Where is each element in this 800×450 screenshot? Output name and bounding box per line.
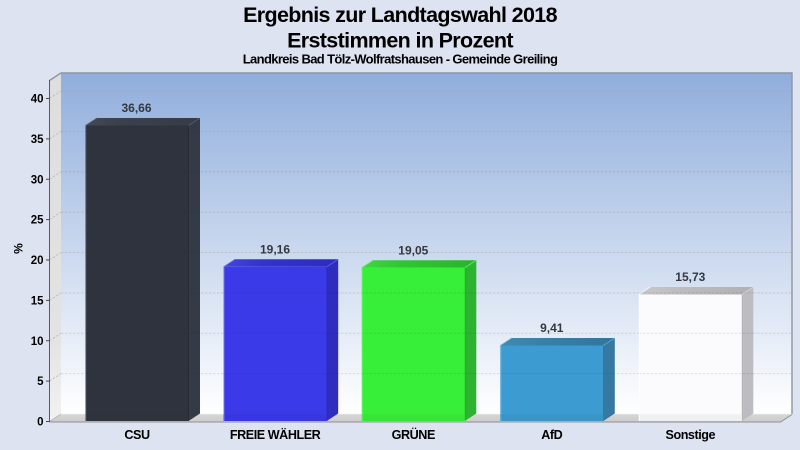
svg-text:20: 20 (31, 255, 44, 267)
svg-text:%: % (12, 243, 26, 254)
svg-text:0: 0 (37, 417, 43, 429)
svg-text:36,66: 36,66 (121, 101, 151, 115)
svg-text:9,41: 9,41 (540, 321, 564, 335)
svg-text:30: 30 (31, 174, 44, 186)
svg-text:FREIE WÄHLER: FREIE WÄHLER (230, 427, 321, 442)
svg-text:Ergebnis zur Landtagswahl 2018: Ergebnis zur Landtagswahl 2018 (243, 3, 558, 27)
svg-text:Landkreis Bad Tölz-Wolfratshau: Landkreis Bad Tölz-Wolfratshausen - Geme… (243, 52, 558, 67)
svg-text:CSU: CSU (124, 428, 150, 442)
svg-text:25: 25 (31, 215, 44, 227)
svg-text:40: 40 (31, 94, 44, 106)
svg-text:19,16: 19,16 (260, 243, 290, 257)
svg-text:15: 15 (31, 295, 44, 307)
svg-text:AfD: AfD (541, 428, 562, 442)
svg-text:Erststimmen in Prozent: Erststimmen in Prozent (287, 29, 513, 53)
svg-text:GRÜNE: GRÜNE (392, 427, 435, 442)
svg-text:5: 5 (37, 376, 44, 388)
svg-text:15,73: 15,73 (675, 270, 705, 284)
svg-text:10: 10 (31, 336, 44, 348)
svg-text:19,05: 19,05 (398, 243, 428, 257)
svg-text:35: 35 (31, 134, 44, 146)
svg-text:Sonstige: Sonstige (666, 428, 716, 442)
